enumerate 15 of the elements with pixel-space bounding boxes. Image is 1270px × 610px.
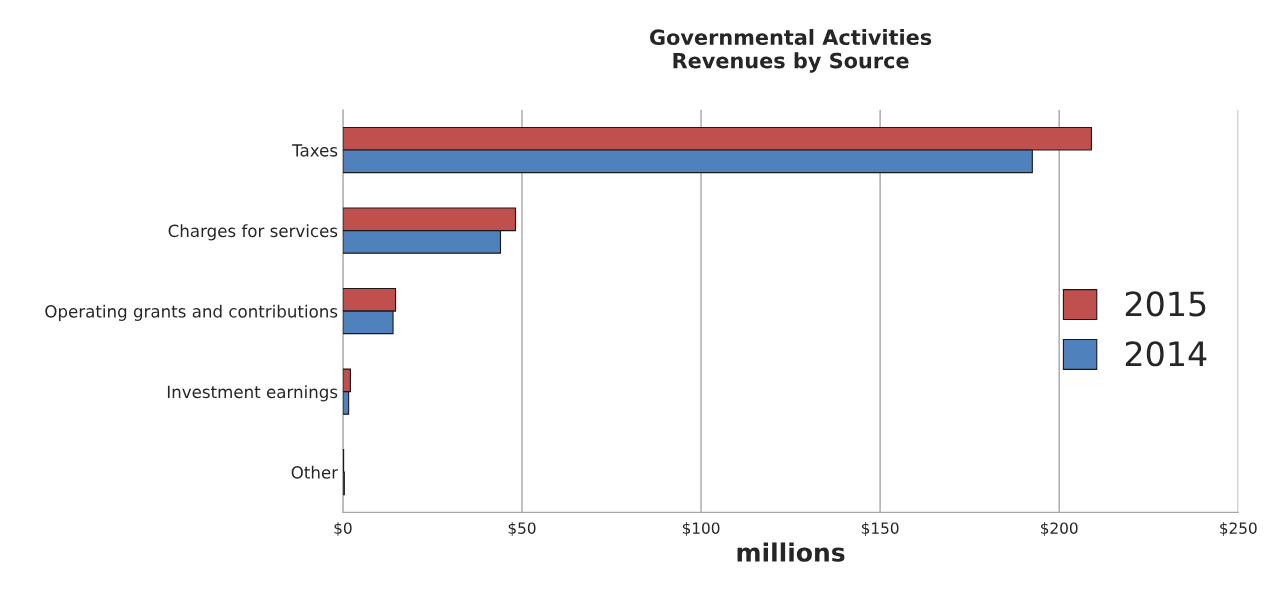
x-tick-label: $0 bbox=[334, 522, 352, 536]
x-axis-title: millions bbox=[737, 542, 845, 562]
x-tick-label: $100 bbox=[682, 522, 720, 536]
y-tick-label: Operating grants and contributions bbox=[45, 304, 338, 321]
x-tick-label: $200 bbox=[1041, 522, 1078, 536]
y-tick-label: Charges for services bbox=[168, 224, 338, 241]
chart-title: Governmental Activities Revenues by Source bbox=[650, 28, 932, 73]
y-tick-label: Taxes bbox=[292, 144, 338, 157]
x-tick-label: $150 bbox=[861, 522, 899, 536]
x-tick-label: $50 bbox=[508, 522, 536, 536]
y-tick-label: Other bbox=[291, 465, 339, 479]
y-tick-label: Investment earnings bbox=[167, 385, 338, 402]
legend-label: 2015 bbox=[1125, 291, 1206, 317]
legend-label: 2014 bbox=[1125, 341, 1207, 367]
x-tick-label: $250 bbox=[1220, 522, 1257, 536]
